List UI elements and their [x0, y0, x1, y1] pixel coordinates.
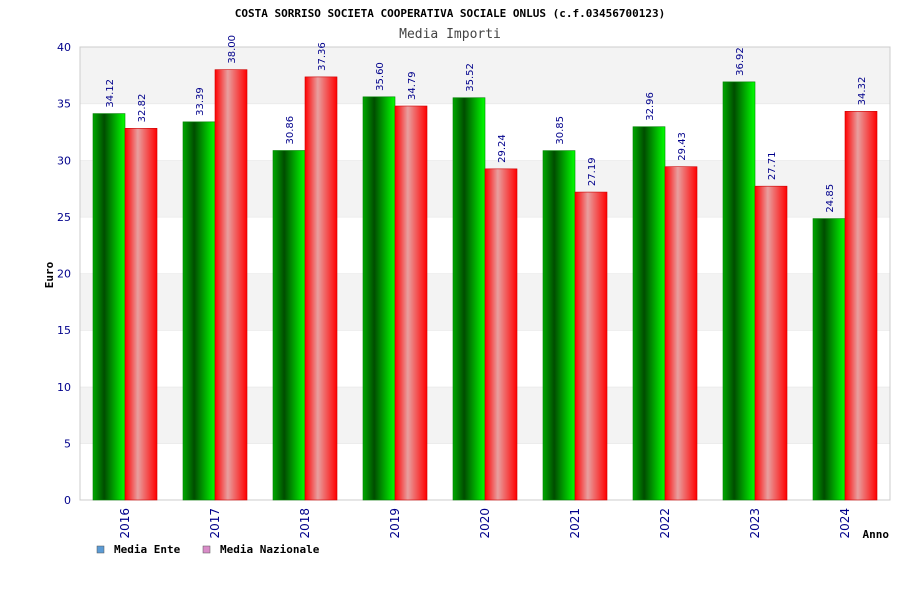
- x-tick-label: 2020: [478, 508, 492, 539]
- legend-label: Media Ente: [114, 543, 181, 556]
- data-label: 33.39: [195, 87, 206, 116]
- bar-media-nazionale: [124, 128, 158, 501]
- bar-media-nazionale: [484, 168, 518, 501]
- bar-media-nazionale: [394, 105, 428, 501]
- bar-media-ente: [542, 150, 576, 501]
- y-tick-label: 15: [57, 324, 71, 337]
- data-label: 38.00: [227, 35, 238, 64]
- legend-swatch: [202, 545, 211, 554]
- y-tick-label: 5: [64, 437, 71, 450]
- bar-media-ente: [812, 218, 846, 501]
- data-label: 32.82: [137, 94, 148, 123]
- data-label: 34.12: [105, 79, 116, 108]
- x-tick-label: 2016: [118, 508, 132, 539]
- data-label: 24.85: [825, 184, 836, 213]
- x-tick-label: 2024: [838, 508, 852, 539]
- bar-media-ente: [452, 97, 486, 501]
- y-tick-label: 30: [57, 154, 71, 167]
- bar-media-ente: [92, 113, 126, 501]
- data-label: 27.19: [587, 157, 598, 186]
- bar-media-nazionale: [574, 191, 608, 501]
- y-axis-label: Euro: [43, 261, 56, 288]
- data-label: 36.92: [735, 47, 746, 76]
- x-axis-label: Anno: [863, 528, 890, 541]
- x-tick-label: 2019: [388, 508, 402, 539]
- chart-title: COSTA SORRISO SOCIETA COOPERATIVA SOCIAL…: [235, 7, 665, 20]
- chart-subtitle: Media Importi: [399, 27, 501, 42]
- y-tick-label: 40: [57, 41, 71, 54]
- x-tick-label: 2017: [208, 508, 222, 539]
- bar-media-nazionale: [754, 185, 788, 501]
- y-tick-label: 25: [57, 211, 71, 224]
- bars: [92, 69, 878, 501]
- data-label: 30.86: [285, 116, 296, 145]
- data-label: 34.32: [857, 77, 868, 106]
- bar-media-ente: [632, 126, 666, 501]
- y-tick-label: 20: [57, 268, 71, 281]
- bar-media-ente: [272, 150, 306, 501]
- legend: Media Ente Media Nazionale: [96, 543, 320, 556]
- y-tick-label: 0: [64, 494, 71, 507]
- bar-media-ente: [182, 121, 216, 501]
- data-label: 32.96: [645, 92, 656, 121]
- y-axis: 0 5 10 15 20 25 30 35 40: [57, 41, 71, 507]
- y-tick-label: 10: [57, 381, 71, 394]
- bar-media-ente: [722, 81, 756, 501]
- legend-label: Media Nazionale: [220, 543, 320, 556]
- x-axis: 2016 2017 2018 2019 2020 2021 2022 2023 2024: [118, 508, 852, 539]
- data-labels: 34.12 32.82 33.39 38.00 30.86 37.36 35.60 34.79…: [105, 35, 868, 213]
- bar-media-nazionale: [214, 69, 248, 501]
- x-tick-label: 2021: [568, 508, 582, 539]
- data-label: 27.71: [767, 152, 778, 181]
- x-tick-label: 2018: [298, 508, 312, 539]
- data-label: 29.24: [497, 134, 508, 163]
- bar-media-nazionale: [844, 111, 878, 501]
- data-label: 29.43: [677, 132, 688, 161]
- data-label: 30.85: [555, 116, 566, 145]
- x-tick-label: 2022: [658, 508, 672, 539]
- x-tick-label: 2023: [748, 508, 762, 539]
- y-tick-label: 35: [57, 98, 71, 111]
- bar-media-nazionale: [664, 166, 698, 501]
- bar-media-ente: [362, 96, 396, 501]
- data-label: 35.52: [465, 63, 476, 92]
- data-label: 37.36: [317, 42, 328, 71]
- legend-swatch: [96, 545, 105, 554]
- data-label: 34.79: [407, 71, 418, 100]
- bar-media-nazionale: [304, 76, 338, 501]
- data-label: 35.60: [375, 62, 386, 91]
